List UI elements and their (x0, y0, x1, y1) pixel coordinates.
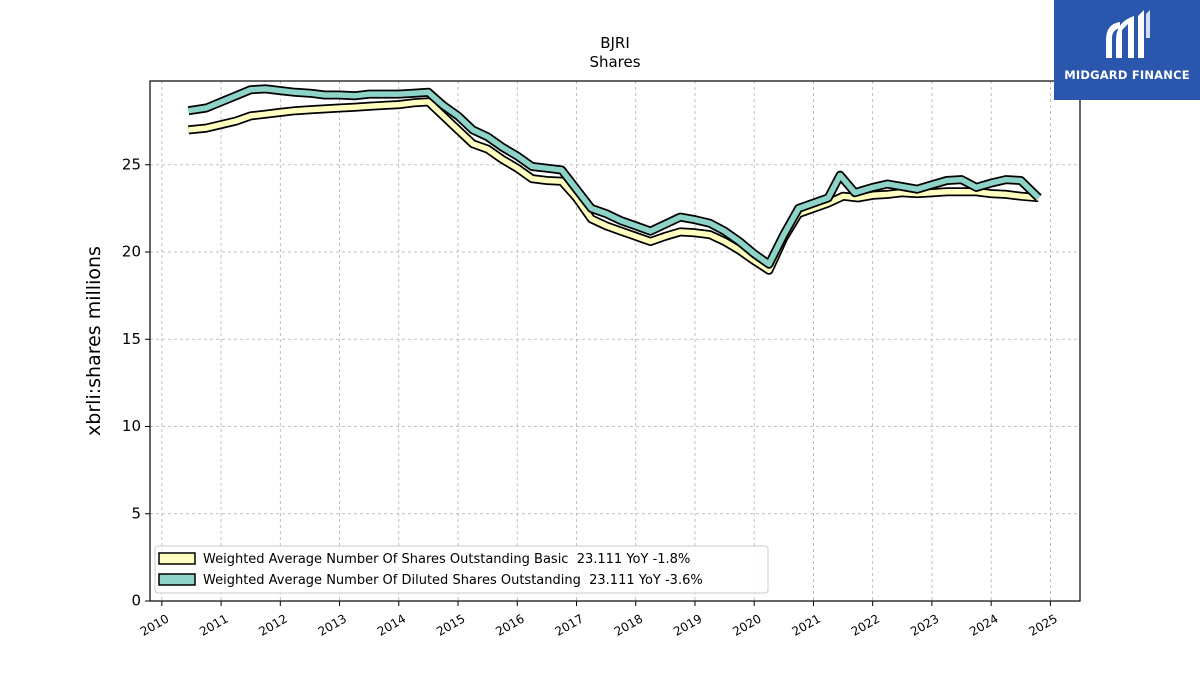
x-tick-label: 2014 (375, 611, 408, 638)
y-axis: 0 5 10 15 20 25 (122, 155, 150, 610)
x-tick-label: 2020 (730, 611, 763, 638)
series-lines (187, 84, 1042, 275)
plot-frame (149, 80, 1081, 602)
logo-text: MIDGARD FINANCE (1064, 68, 1190, 82)
x-axis: 2010 2011 2012 2013 2014 2015 2016 2017 2018 2019… (138, 601, 1060, 639)
x-tick-label: 2024 (967, 611, 1000, 638)
series-line-basic (188, 99, 1039, 274)
legend-swatch-diluted (158, 573, 196, 586)
series-line-diluted (188, 86, 1041, 267)
series-outline-diluted (187, 84, 1042, 269)
y-tick-label: 20 (122, 243, 141, 261)
y-axis-label: xbrli:shares millions (83, 246, 105, 436)
legend-swatch-basic (158, 552, 196, 565)
legend-box (154, 545, 769, 594)
legend: Weighted Average Number Of Shares Outsta… (154, 545, 769, 594)
x-tick-label: 2013 (316, 611, 349, 638)
midgard-logo-icon (1106, 10, 1150, 58)
y-tick-label: 0 (131, 592, 141, 610)
x-tick-label: 2025 (1026, 611, 1059, 638)
x-tick-label: 2010 (138, 611, 171, 638)
grid (150, 81, 1080, 601)
legend-label-diluted: Weighted Average Number Of Diluted Share… (203, 573, 703, 588)
midgard-finance-logo: MIDGARD FINANCE (1054, 0, 1200, 100)
chart-title: BJRI (600, 34, 630, 52)
x-tick-label: 2016 (493, 611, 526, 638)
x-tick-label: 2011 (197, 611, 230, 638)
x-tick-label: 2019 (671, 611, 704, 638)
y-tick-label: 5 (131, 504, 141, 522)
x-tick-label: 2022 (849, 611, 882, 638)
legend-label-basic: Weighted Average Number Of Shares Outsta… (203, 552, 690, 567)
x-tick-label: 2012 (256, 611, 289, 638)
y-tick-label: 10 (122, 417, 141, 435)
x-tick-label: 2015 (434, 611, 467, 638)
y-tick-label: 25 (122, 155, 141, 173)
x-tick-label: 2017 (553, 611, 586, 638)
x-tick-label: 2018 (612, 611, 645, 638)
y-tick-label: 15 (122, 330, 141, 348)
x-tick-label: 2021 (789, 611, 822, 638)
chart-subtitle: Shares (589, 53, 640, 71)
x-tick-label: 2023 (908, 611, 941, 638)
